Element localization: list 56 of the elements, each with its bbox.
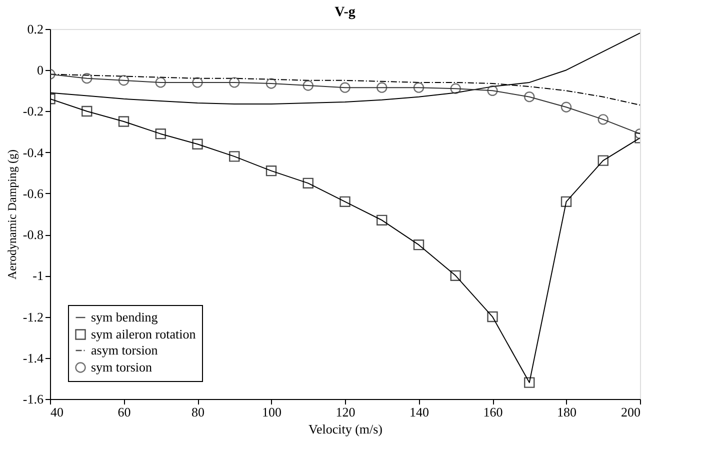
x-tick-label: 100 [262, 404, 282, 420]
point [82, 106, 92, 117]
x-tick-label: 120 [336, 404, 356, 420]
point [192, 77, 203, 88]
x-tick-label: 40 [50, 404, 64, 420]
legend-label: asym torsion [91, 342, 158, 358]
point [560, 196, 572, 208]
point [302, 178, 314, 189]
y-tick-label: 0 [37, 62, 44, 78]
point [487, 311, 498, 322]
x-tick-label: 60 [118, 404, 131, 420]
y-tick-label: -1.2 [22, 309, 44, 324]
point [229, 151, 240, 162]
legend-label: sym bending [91, 310, 158, 324]
point [376, 82, 388, 93]
point [302, 80, 314, 91]
point [118, 116, 130, 127]
chart-title: V-g [334, 5, 356, 20]
point [376, 214, 388, 226]
point [560, 102, 572, 112]
x-tick-label: 200 [621, 404, 640, 420]
legend-label: sym aileron rotation [91, 326, 196, 342]
y-tick-label: -0.4 [22, 144, 44, 160]
x-tick-label: 160 [483, 404, 503, 420]
point [524, 92, 535, 102]
point [450, 83, 461, 94]
x-axis-title: Velocity (m/s) [308, 422, 383, 436]
y-tick-label: -0.2 [22, 104, 44, 119]
point [524, 377, 535, 388]
x-tick-label: 180 [557, 404, 576, 420]
y-axis-title: Aerodynamic Damping (g) [4, 150, 19, 280]
point [340, 196, 350, 208]
point [192, 138, 203, 150]
point [155, 77, 166, 88]
point [340, 82, 350, 93]
y-tick-label: -0.6 [22, 186, 44, 201]
point [450, 270, 461, 282]
point [266, 78, 277, 89]
point [229, 77, 240, 88]
x-tick-label: 140 [410, 404, 429, 420]
point [413, 239, 424, 250]
legend-label: sym torsion [91, 360, 153, 374]
point [413, 82, 424, 93]
point [155, 128, 166, 140]
point [266, 165, 277, 176]
x-tick-label: 80 [192, 404, 204, 420]
point [82, 73, 92, 84]
point [598, 114, 608, 125]
y-tick-label: -1.4 [22, 350, 44, 366]
y-tick-label: -1.6 [22, 392, 44, 406]
point [598, 155, 608, 166]
y-tick-label: -1 [32, 268, 44, 284]
y-tick-label: 0.2 [27, 22, 44, 36]
y-tick-label: -0.8 [22, 227, 44, 242]
point [118, 75, 130, 86]
point [487, 85, 498, 96]
